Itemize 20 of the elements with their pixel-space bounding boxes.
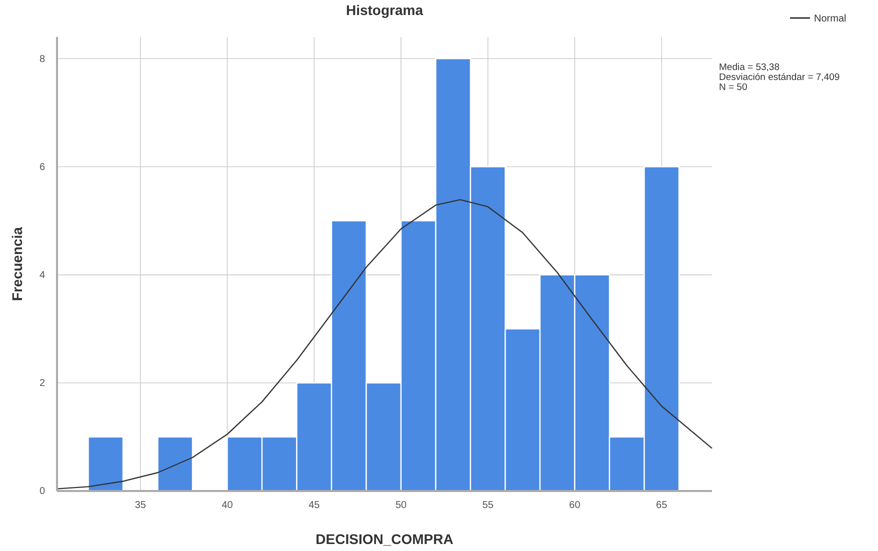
x-tick-label: 50 [395, 500, 408, 512]
y-axis-title: Frecuencia [9, 226, 25, 301]
text: Media = 53,38 [719, 62, 780, 73]
y-tick-label: 8 [39, 54, 46, 65]
x-tick-label: 40 [222, 500, 234, 512]
legend-label: Normal [814, 14, 846, 24]
line-series [56, 199, 713, 490]
x-tick-label: 45 [308, 500, 320, 512]
x-axis-title: DECISION_COMPRA [316, 531, 454, 547]
text: Desviación estándar = 7,409 [719, 72, 840, 83]
y-tick-label: 2 [39, 378, 46, 390]
x-tick-label: 35 [134, 500, 146, 512]
x-tick-label: 60 [569, 500, 581, 512]
text: N = 50 [719, 82, 748, 93]
y-tick-label: 0 [39, 486, 46, 498]
x-tick-label: 65 [656, 500, 668, 512]
y-tick-label: 4 [39, 270, 46, 282]
x-tick-label: 55 [482, 500, 494, 512]
y-tick-label: 6 [39, 162, 46, 173]
chart-title: Histograma [346, 2, 424, 18]
